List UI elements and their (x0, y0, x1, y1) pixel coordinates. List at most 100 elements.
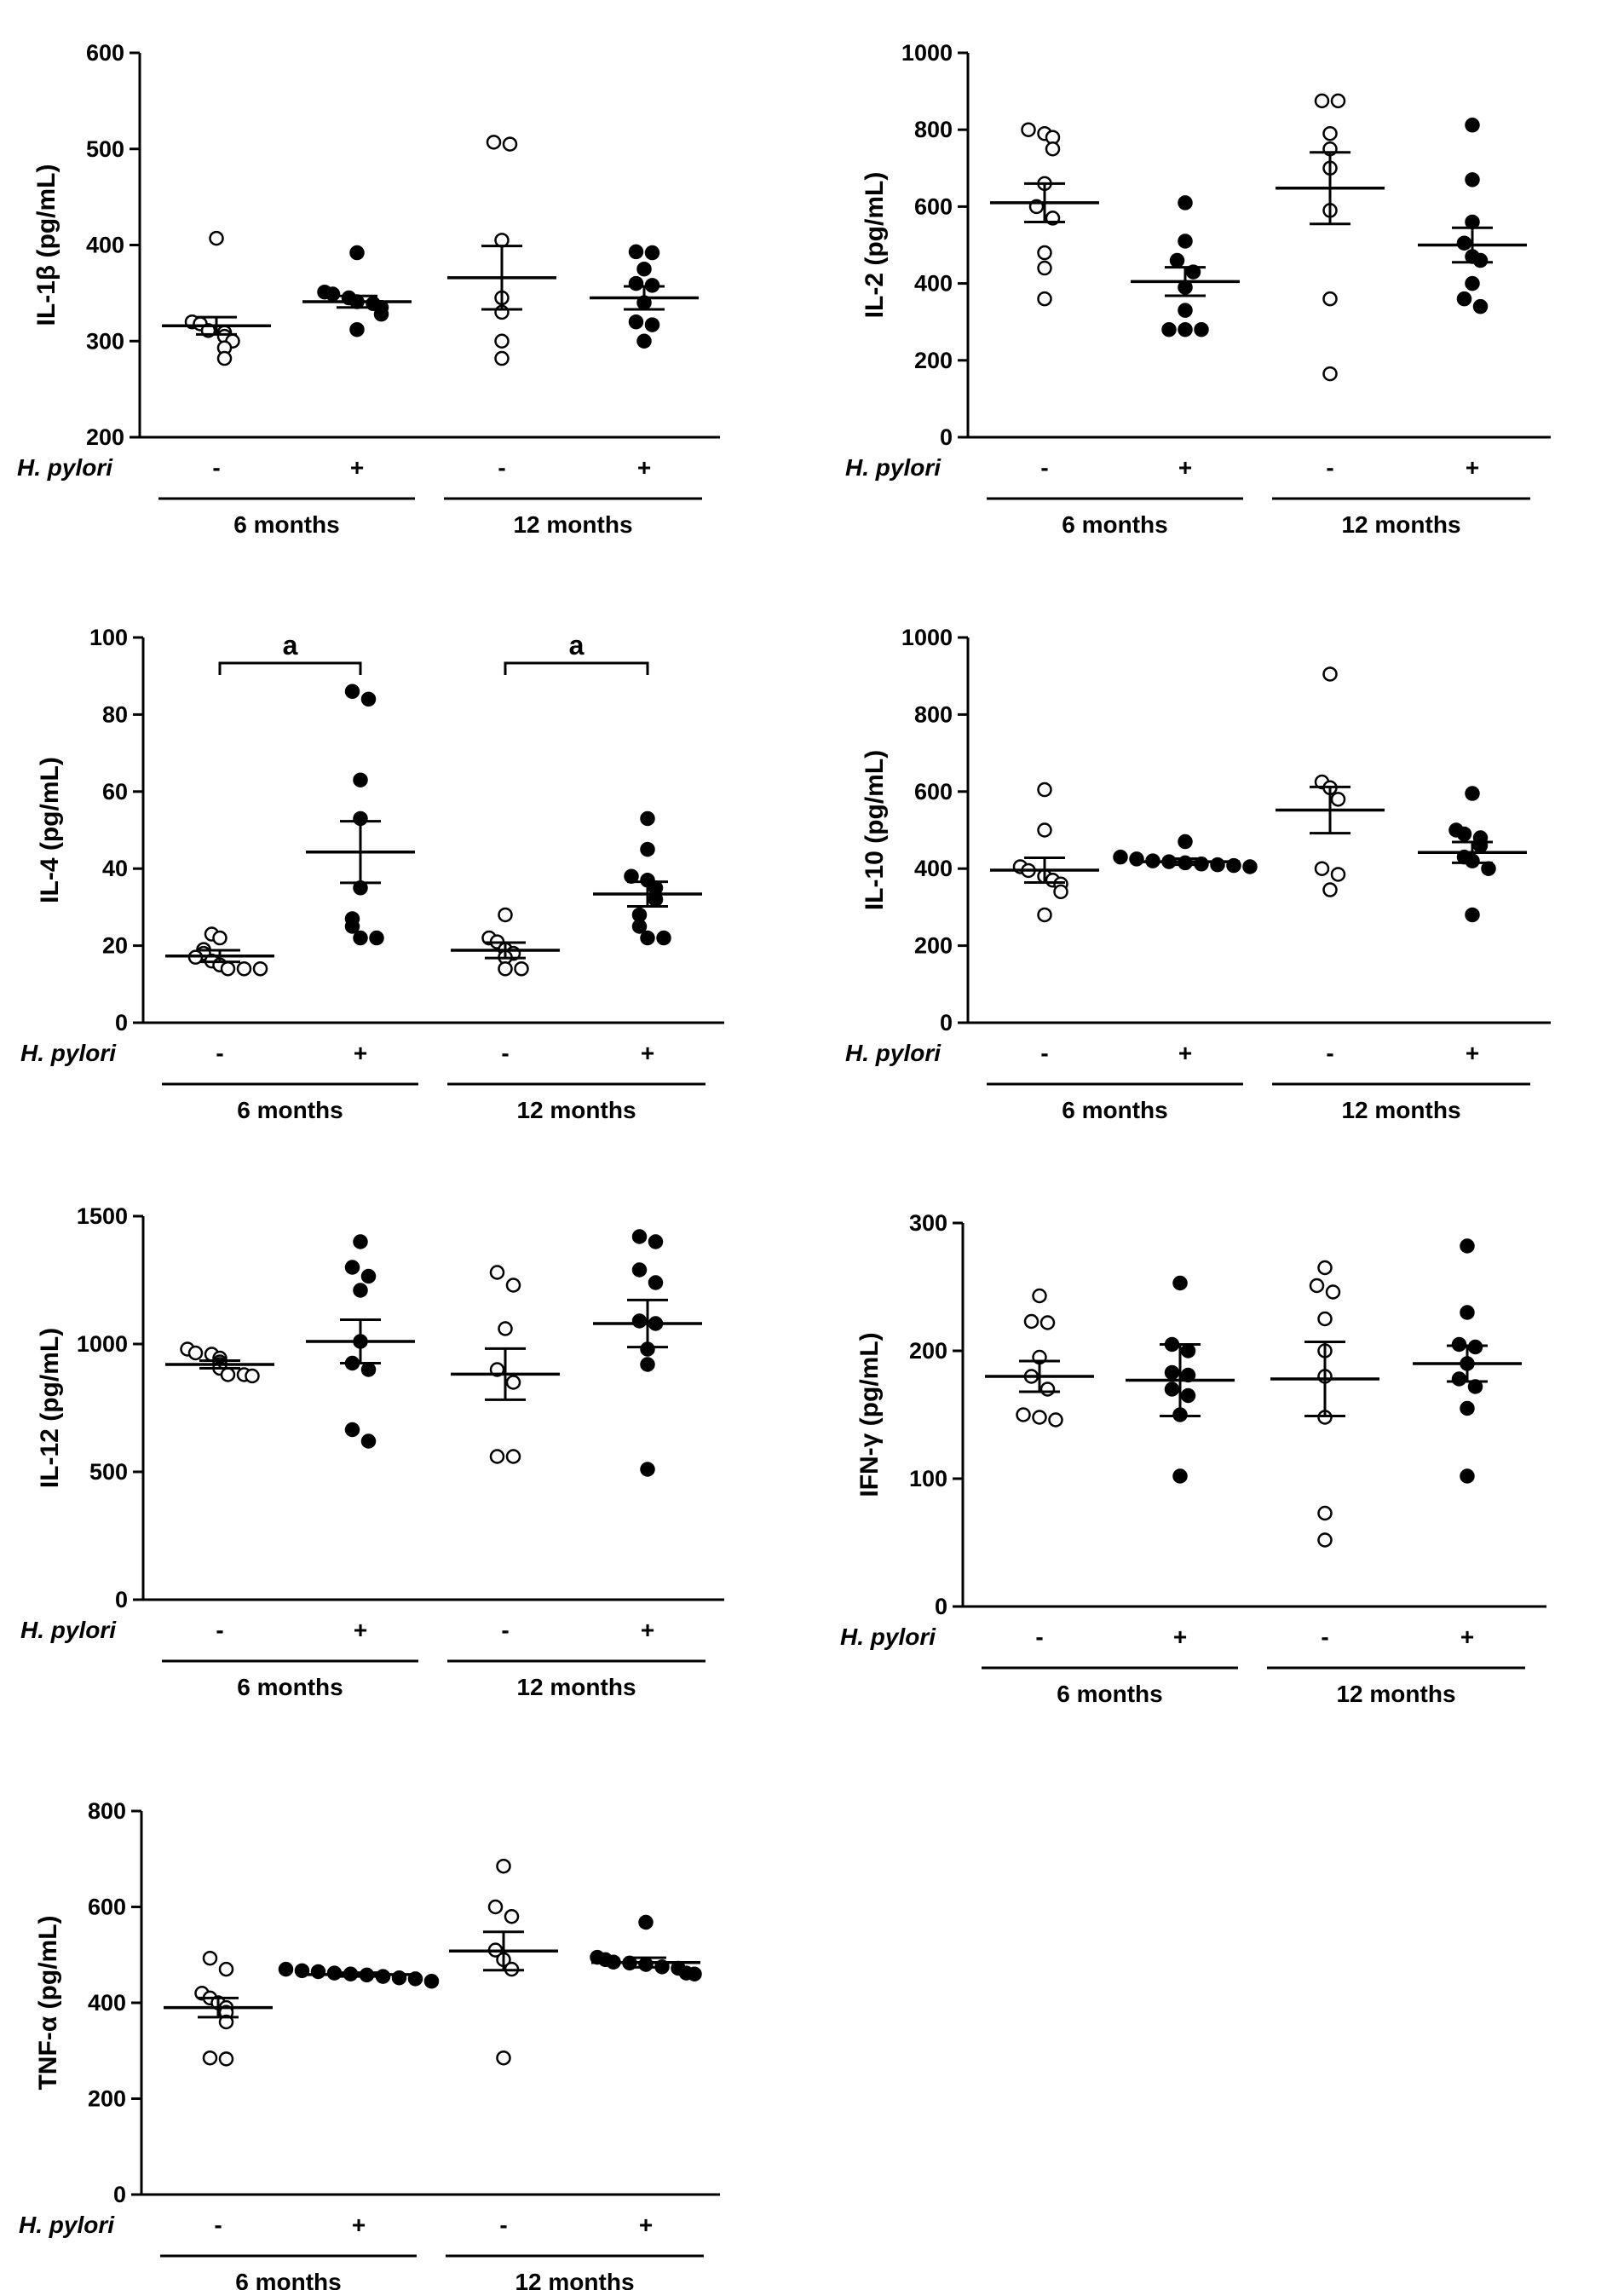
data-point (640, 1357, 655, 1372)
group-hp-negative (990, 782, 1099, 923)
y-tick-label: 400 (88, 1990, 126, 2016)
data-point (489, 1449, 505, 1464)
group-label: 12 months (1341, 1097, 1460, 1123)
infection-sign: + (1178, 454, 1192, 481)
data-point (353, 930, 368, 946)
y-tick-label: 1000 (901, 625, 953, 650)
infection-sign: + (354, 1040, 367, 1066)
data-point (212, 930, 227, 946)
data-point (1460, 1400, 1475, 1416)
data-point (1309, 1278, 1325, 1294)
data-point (496, 1858, 511, 1874)
data-point (631, 1262, 648, 1278)
infection-sign: - (214, 2212, 222, 2238)
infection-sign: + (641, 1040, 654, 1066)
data-point (202, 2050, 218, 2066)
y-tick-label: 400 (914, 856, 953, 881)
data-point (360, 1268, 377, 1284)
data-point (220, 960, 236, 977)
y-axis-label: IL-10 (pg/mL) (861, 750, 889, 910)
data-point (687, 1966, 702, 1981)
data-point (636, 261, 652, 277)
infection-sign: + (354, 1617, 367, 1643)
data-point (487, 1899, 504, 1915)
y-tick-label: 600 (914, 193, 953, 219)
data-point (644, 245, 660, 261)
group-label: 12 months (516, 1097, 636, 1123)
y-tick-label: 300 (909, 1210, 947, 1236)
group-hp-negative (449, 1858, 558, 2066)
data-point (1322, 666, 1338, 682)
data-point (310, 1964, 326, 1980)
infection-sign: - (1326, 1040, 1333, 1066)
y-tick-label: 0 (940, 424, 953, 450)
data-point (218, 1961, 234, 1977)
infection-sign: - (216, 1617, 223, 1643)
data-point (1172, 1468, 1188, 1484)
infection-label: H. pylori (17, 454, 113, 481)
y-tick-label: 0 (115, 1587, 128, 1612)
group-label: 12 months (1341, 511, 1460, 538)
panel-il-4: 0 20 40 60 80 100 IL-4 (pg/mL) H. pylori - + - +6 m… (20, 625, 724, 1123)
group-hp-positive (306, 684, 415, 946)
group-hp-negative (162, 230, 271, 366)
infection-sign: + (1178, 1040, 1192, 1066)
y-tick-label: 800 (914, 701, 953, 727)
data-point (1242, 859, 1258, 874)
data-point (1465, 214, 1480, 230)
data-point (1178, 834, 1193, 850)
data-point (644, 317, 660, 332)
data-point (1178, 321, 1193, 337)
group-hp-positive (1413, 1238, 1522, 1484)
panel-il-10: 0 200 400 600 800 1000 IL-10 (pg/mL) H. pylori -… (845, 625, 1551, 1123)
data-point (1465, 786, 1480, 801)
infection-sign: + (637, 454, 651, 481)
data-point (494, 333, 510, 349)
data-point (628, 244, 644, 260)
y-tick-label: 400 (914, 271, 953, 297)
data-point (628, 275, 644, 291)
panel-il-12: 0 500 1000 1500 IL-12 (pg/mL) H. pylori - + - +6 … (20, 1203, 724, 1700)
group-label: 12 months (515, 2269, 634, 2290)
y-tick-label: 500 (89, 1459, 128, 1485)
data-point (349, 245, 365, 261)
y-tick-label: 0 (113, 2182, 126, 2207)
group-hp-negative (451, 907, 560, 977)
group-hp-negative (165, 926, 274, 977)
data-point (496, 2050, 511, 2066)
y-tick-label: 600 (914, 779, 953, 805)
y-tick-label: 1500 (77, 1203, 128, 1229)
infection-label: H. pylori (20, 1040, 117, 1066)
data-point (1460, 1238, 1475, 1254)
group-hp-positive (590, 1914, 702, 1981)
data-point (373, 306, 389, 322)
data-point (360, 691, 377, 707)
group-hp-negative (1276, 93, 1385, 382)
group-label: 6 months (233, 511, 339, 538)
data-point (640, 810, 655, 827)
data-point (1456, 826, 1472, 842)
data-point (353, 1283, 368, 1298)
group-hp-positive (590, 244, 699, 349)
data-point (245, 1368, 260, 1384)
y-tick-label: 60 (102, 779, 128, 805)
data-point (1322, 125, 1338, 141)
y-tick-label: 1000 (77, 1331, 128, 1357)
data-point (640, 1462, 655, 1477)
data-point (498, 1321, 513, 1336)
group-hp-negative (164, 1950, 273, 2067)
data-point (1472, 252, 1489, 268)
infection-sign: + (1460, 1624, 1474, 1650)
data-point (1460, 1468, 1475, 1484)
data-point (1472, 298, 1489, 314)
data-point (1048, 1412, 1063, 1428)
data-point (1317, 1505, 1333, 1521)
data-point (486, 135, 502, 150)
infection-label: H. pylori (20, 1617, 117, 1643)
y-tick-label: 80 (102, 701, 128, 727)
infection-sign: + (1173, 1624, 1187, 1650)
data-point (1185, 264, 1201, 280)
data-point (218, 2051, 234, 2067)
data-point (353, 1234, 368, 1249)
significance-bracket (504, 661, 649, 675)
